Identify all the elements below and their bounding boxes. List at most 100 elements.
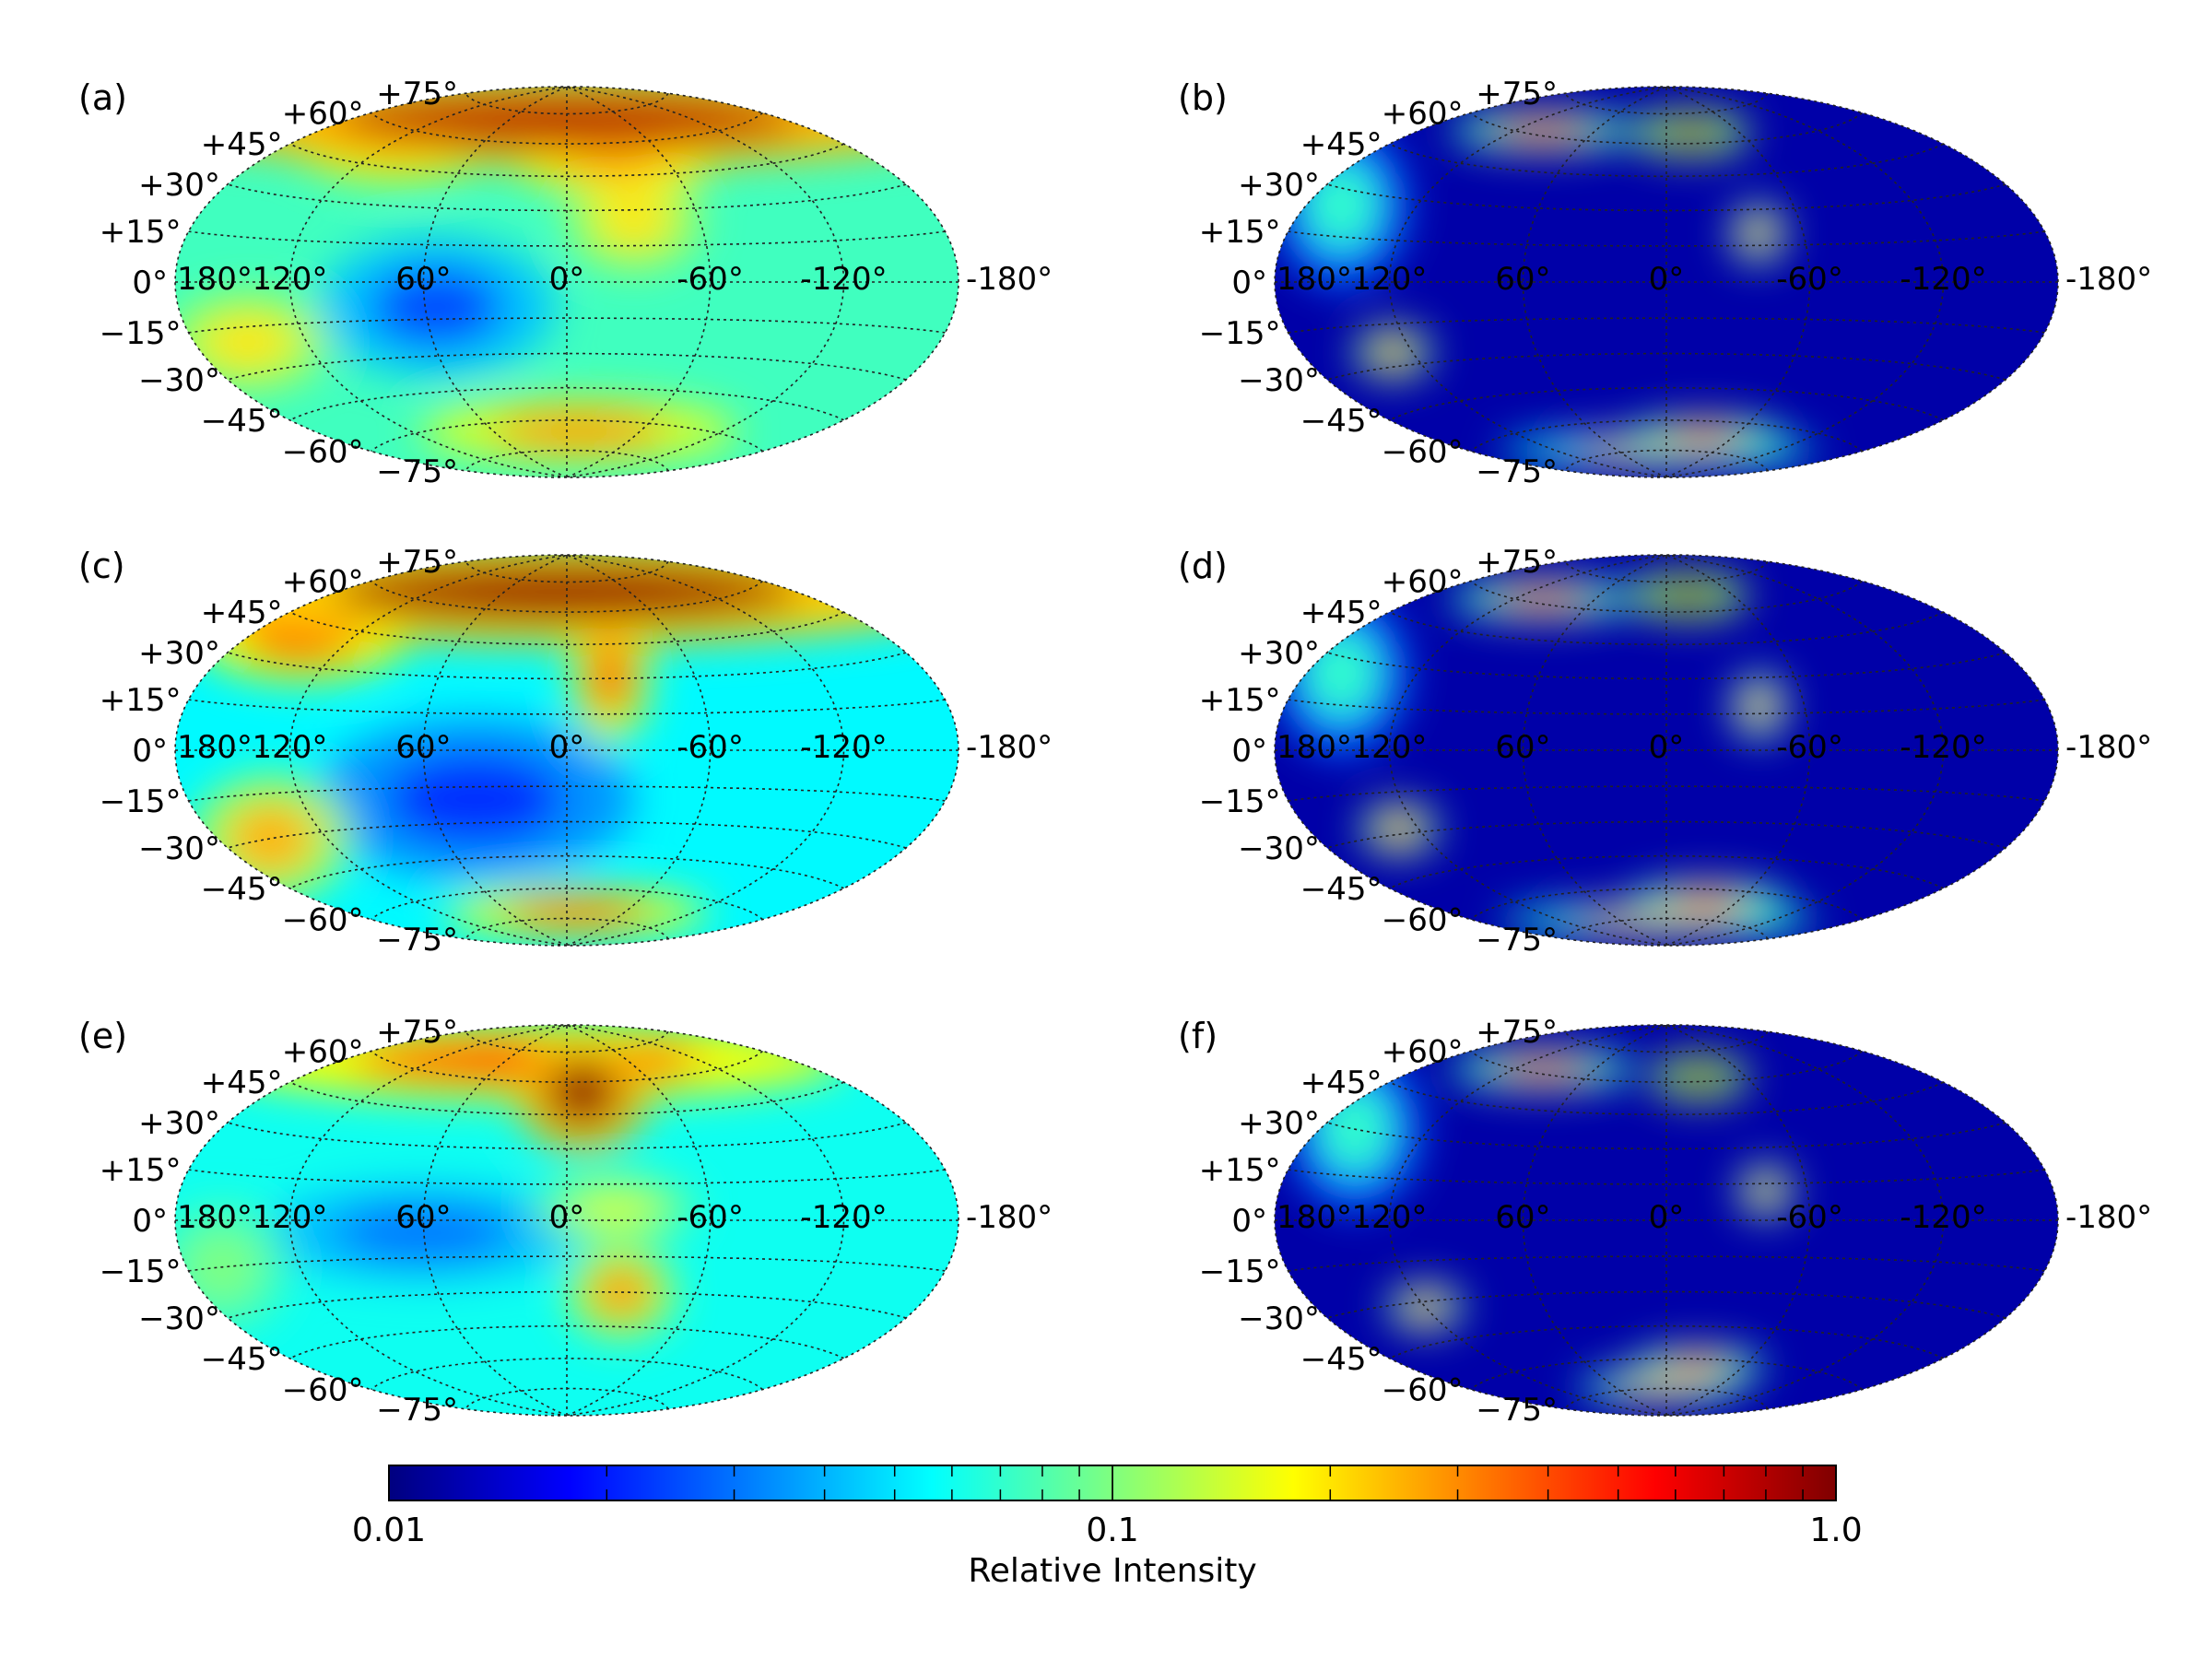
latitude-tick-label: 0° (132, 265, 168, 301)
longitude-tick-label: 180° (177, 729, 253, 766)
latitude-tick-label: +75° (1476, 1014, 1558, 1051)
longitude-tick-label: 0° (1649, 1199, 1685, 1236)
latitude-line (1470, 419, 1863, 453)
intensity-blob (1743, 217, 1773, 250)
longitude-tick-label: -60° (677, 1199, 744, 1236)
latitude-tick-label: +75° (376, 1014, 458, 1051)
longitude-line (1522, 555, 1667, 946)
latitude-tick-label: −60° (1382, 434, 1464, 471)
intensity-features (1288, 1048, 1793, 1403)
latitude-tick-label: −15° (100, 1253, 182, 1290)
latitude-tick-label: +60° (1382, 95, 1464, 132)
latitude-tick-label: −30° (1238, 362, 1320, 399)
intensity-blob (1663, 890, 1751, 913)
map-outline (174, 1024, 959, 1417)
latitude-tick-label: −75° (1476, 453, 1558, 490)
latitude-line (1470, 580, 1863, 613)
longitude-tick-label: 60° (395, 261, 451, 298)
longitude-tick-label: -120° (1900, 1199, 1986, 1236)
latitude-tick-label: −60° (282, 1372, 364, 1409)
latitude-tick-label: 0° (1231, 1203, 1267, 1240)
latitude-tick-label: −30° (1238, 1300, 1320, 1337)
intensity-blob (204, 314, 292, 370)
graticule (1275, 1025, 2058, 1416)
longitude-tick-label: -120° (1900, 261, 1986, 298)
latitude-tick-label: 0° (1231, 265, 1267, 301)
latitude-tick-label: −45° (1300, 403, 1382, 440)
latitude-tick-label: −45° (1300, 1341, 1382, 1378)
latitude-tick-label: +15° (1199, 1152, 1281, 1189)
latitude-tick-label: −75° (376, 453, 458, 490)
longitude-tick-label: 120° (1352, 1199, 1428, 1236)
latitude-tick-label: +75° (376, 544, 458, 581)
latitude-tick-label: −15° (100, 315, 182, 352)
intensity-blob (335, 1206, 512, 1260)
latitude-tick-label: −60° (1382, 902, 1464, 939)
colorbar-title: Relative Intensity (968, 1552, 1256, 1590)
intensity-features (1275, 111, 1818, 467)
intensity-blob (1658, 120, 1724, 147)
latitude-tick-label: +45° (1300, 126, 1382, 163)
map-panel: (b) 180° 120° 60° 0° -60° -120° -180° +75° +60°+4… (1178, 76, 2152, 490)
latitude-tick-label: +60° (1382, 1033, 1464, 1070)
longitude-tick-label: 180° (177, 1199, 253, 1236)
longitude-tick-label: 120° (1352, 261, 1428, 298)
intensity-blob (596, 194, 671, 249)
latitude-tick-label: +75° (1476, 76, 1558, 112)
latitude-tick-label: 0° (1231, 733, 1267, 770)
latitude-tick-label: −75° (1476, 922, 1558, 959)
latitude-tick-label: +15° (1199, 214, 1281, 251)
longitude-tick-label: 0° (1649, 729, 1685, 766)
longitude-tick-label: -180° (966, 1199, 1053, 1236)
latitude-tick-label: +15° (100, 682, 182, 719)
latitude-line (289, 611, 844, 646)
intensity-blob (1378, 814, 1420, 843)
longitude-tick-label: 120° (253, 261, 328, 298)
longitude-line (566, 555, 712, 946)
intensity-blob (1405, 1294, 1446, 1320)
longitude-tick-label: 120° (253, 729, 328, 766)
latitude-line (1389, 854, 1944, 889)
intensity-blob (1491, 588, 1594, 610)
longitude-line (1522, 1025, 1667, 1416)
intensity-blob (386, 754, 564, 844)
latitude-line (289, 386, 844, 421)
longitude-tick-label: 0° (549, 729, 585, 766)
intensity-blob (1660, 1356, 1735, 1379)
longitude-line (566, 87, 712, 477)
latitude-tick-label: +75° (1476, 544, 1558, 581)
longitude-tick-label: 180° (177, 261, 253, 298)
latitude-tick-label: −45° (1300, 871, 1382, 908)
intensity-blob (1744, 688, 1774, 724)
latitude-line (371, 888, 763, 921)
latitude-line (1389, 611, 1944, 646)
latitude-tick-label: −30° (138, 1300, 220, 1337)
longitude-tick-label: 0° (549, 261, 585, 298)
latitude-tick-label: +60° (282, 563, 364, 600)
longitude-tick-label: 180° (1277, 261, 1352, 298)
graticule (175, 1025, 959, 1416)
longitude-tick-label: -180° (966, 261, 1053, 298)
latitude-tick-label: +60° (282, 1033, 364, 1070)
graticule (175, 87, 959, 477)
longitude-tick-label: -120° (800, 1199, 887, 1236)
latitude-line (371, 1050, 763, 1083)
latitude-line (289, 854, 844, 889)
latitude-tick-label: −30° (1238, 830, 1320, 867)
longitude-line (1665, 1025, 1811, 1416)
intensity-blob (1673, 1065, 1726, 1090)
longitude-tick-label: 180° (1277, 1199, 1352, 1236)
longitude-tick-label: -60° (1776, 729, 1843, 766)
latitude-line (371, 1358, 763, 1391)
panel-label: (a) (78, 77, 127, 118)
latitude-tick-label: −75° (1476, 1392, 1558, 1429)
latitude-line (371, 419, 763, 453)
longitude-line (1665, 87, 1811, 477)
latitude-tick-label: +45° (201, 594, 283, 631)
latitude-tick-label: −75° (376, 1392, 458, 1429)
longitude-tick-label: -180° (2065, 261, 2152, 298)
latitude-tick-label: −60° (282, 902, 364, 939)
graticule (1275, 87, 2058, 477)
longitude-tick-label: -60° (1776, 261, 1843, 298)
